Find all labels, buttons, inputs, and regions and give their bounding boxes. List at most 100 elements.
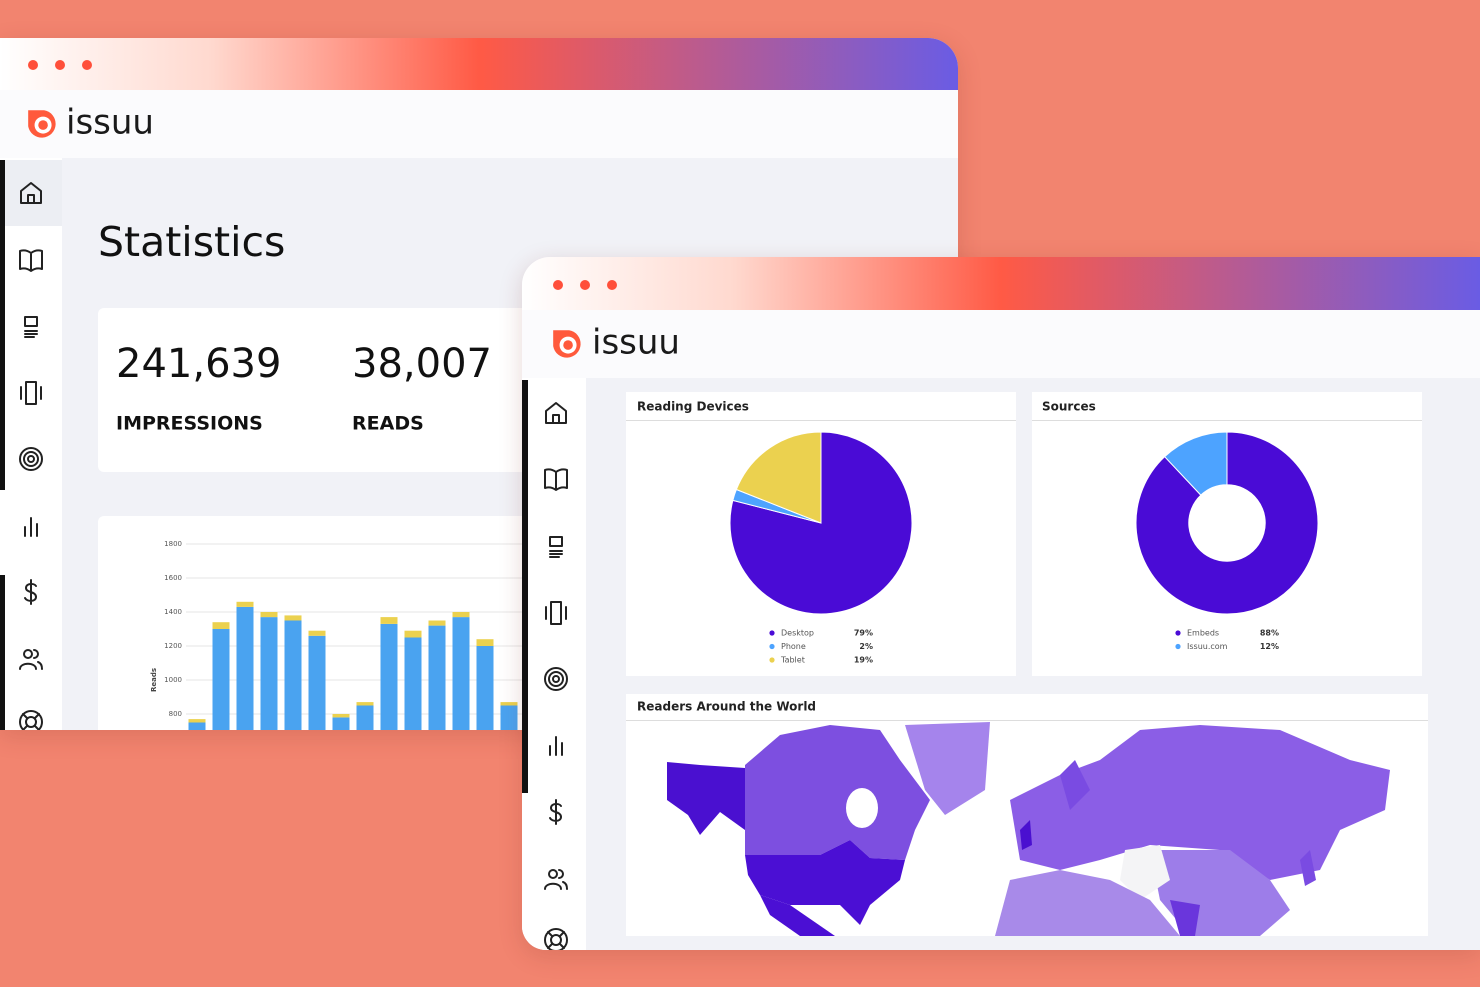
- bar-segment: [428, 625, 446, 730]
- bar-segment: [452, 612, 470, 618]
- legend-label: Issuu.com: [1187, 642, 1228, 651]
- stat-value: 38,007: [352, 341, 492, 387]
- legend-swatch: [769, 630, 775, 636]
- stat-value: 241,639: [116, 341, 281, 387]
- sidebar: [522, 378, 586, 950]
- legend-value: 12%: [1260, 642, 1279, 651]
- legend-swatch: [769, 657, 775, 663]
- region: [760, 895, 835, 936]
- legend-swatch: [1175, 643, 1181, 650]
- world-map: [667, 722, 1390, 936]
- sidebar: [0, 158, 62, 730]
- slice: [1135, 431, 1319, 615]
- panel-title: Sources: [1042, 400, 1096, 414]
- bar-segment: [476, 646, 494, 730]
- y-tick-label: 1600: [164, 574, 182, 582]
- legend-swatch: [769, 643, 775, 650]
- window-dot[interactable]: [82, 60, 92, 70]
- bar-segment: [404, 630, 422, 638]
- y-axis-label: Reads: [150, 668, 158, 692]
- y-tick-label: 1400: [164, 608, 182, 616]
- stat-label: READS: [352, 413, 424, 435]
- sidebar-active: [5, 160, 62, 226]
- y-tick-label: 1800: [164, 540, 182, 548]
- legend-label: Phone: [781, 642, 806, 651]
- bar-segment: [428, 620, 446, 626]
- bar-segment: [212, 629, 230, 730]
- bar-segment: [284, 615, 302, 621]
- window-dot[interactable]: [553, 280, 563, 290]
- region: [1120, 845, 1170, 900]
- bar-segment: [404, 637, 422, 730]
- logo-text[interactable]: issuu: [592, 323, 680, 363]
- window-dot[interactable]: [580, 280, 590, 290]
- header: [0, 90, 958, 158]
- bar-segment: [284, 620, 302, 730]
- bar-segment: [356, 705, 374, 730]
- bar-segment: [188, 719, 206, 723]
- slice: [735, 431, 822, 524]
- sidebar-stripe: [0, 160, 5, 490]
- region: [1170, 900, 1200, 936]
- region: [1010, 725, 1390, 880]
- window-dot[interactable]: [28, 60, 38, 70]
- region: [1060, 760, 1090, 810]
- y-tick-label: 1000: [164, 676, 182, 684]
- page-title: Statistics: [98, 218, 285, 266]
- stats-card: [98, 308, 618, 472]
- legend-label: Desktop: [781, 629, 814, 638]
- legend-value: 19%: [854, 656, 873, 665]
- header: [522, 310, 1480, 378]
- legend-value: 2%: [859, 642, 873, 651]
- sidebar-stripe: [0, 575, 5, 730]
- bar-segment: [476, 639, 494, 646]
- window-dot[interactable]: [607, 280, 617, 290]
- bar-segment: [380, 617, 398, 624]
- stat-label: IMPRESSIONS: [116, 413, 263, 435]
- dashboard-window: issuu Reading Devices Sources Readers Ar…: [522, 257, 1480, 950]
- bar-segment: [260, 617, 278, 730]
- region: [667, 762, 745, 835]
- title-bar: [0, 38, 958, 90]
- dashboard-window-canvas: issuu Reading Devices Sources Readers Ar…: [522, 257, 1480, 950]
- bar-segment: [308, 635, 326, 730]
- legend-label: Tablet: [780, 656, 805, 665]
- bar-segment: [236, 601, 254, 607]
- region: [745, 725, 930, 860]
- legend-value: 79%: [854, 629, 873, 638]
- bar-segment: [500, 702, 518, 706]
- bar-segment: [260, 612, 278, 618]
- bar-segment: [332, 717, 350, 730]
- bar-segment: [212, 622, 230, 629]
- bar-segment: [236, 606, 254, 730]
- sidebar-stripe: [522, 380, 528, 793]
- bar-segment: [380, 623, 398, 730]
- bar-segment: [332, 714, 350, 718]
- bar-segment: [452, 617, 470, 730]
- legend-swatch: [1175, 630, 1181, 636]
- title-bar: [522, 257, 1480, 310]
- logo-icon[interactable]: [28, 110, 56, 138]
- y-tick-label: 800: [169, 710, 182, 718]
- region: [1020, 820, 1032, 850]
- bar-segment: [188, 722, 206, 730]
- stats-window-canvas: issuu Statistics 241,639 IMPRESSIONS 38,…: [0, 38, 958, 730]
- water: [846, 788, 878, 828]
- region: [1300, 850, 1316, 886]
- slice: [1164, 431, 1228, 496]
- bar-segment: [308, 630, 326, 636]
- logo-text[interactable]: issuu: [66, 103, 154, 143]
- legend-label: Embeds: [1187, 629, 1219, 638]
- legend-value: 88%: [1260, 629, 1279, 638]
- window-dot[interactable]: [55, 60, 65, 70]
- region: [905, 722, 990, 815]
- y-tick-label: 1200: [164, 642, 182, 650]
- region: [745, 840, 905, 925]
- panel-title: Reading Devices: [637, 400, 749, 414]
- stats-window: issuu Statistics 241,639 IMPRESSIONS 38,…: [0, 38, 958, 730]
- logo-icon[interactable]: [553, 330, 581, 358]
- panel-title: Readers Around the World: [637, 700, 816, 714]
- bar-segment: [500, 705, 518, 730]
- region: [995, 870, 1180, 936]
